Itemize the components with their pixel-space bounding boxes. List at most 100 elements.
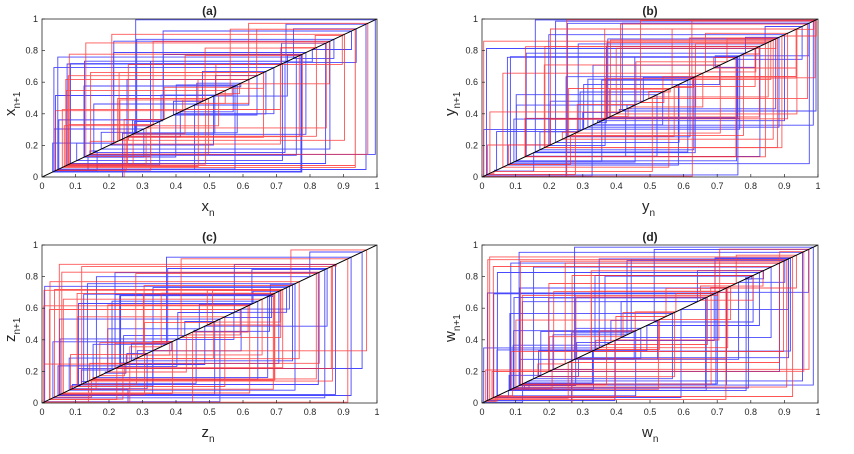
plot-area	[42, 245, 377, 403]
x-tick-label: 0.6	[677, 407, 690, 417]
x-axis-label-sub: n	[653, 434, 659, 445]
y-axis-label: zn+1	[2, 317, 23, 342]
x-tick-label: 0.7	[711, 407, 724, 417]
y-tick-label: 0	[473, 172, 478, 182]
diagonal-line	[42, 19, 377, 177]
plot-area	[42, 19, 377, 177]
x-tick-label: 0.4	[610, 407, 623, 417]
x-axis-label: yn	[642, 198, 655, 219]
y-axis-label: wn+1	[442, 314, 463, 343]
y-tick-label: 0	[33, 398, 38, 408]
y-axis-label: xn+1	[2, 91, 23, 116]
y-axis-label-sub: n+1	[12, 317, 23, 334]
y-tick-label: 0.2	[25, 140, 38, 150]
x-tick-label: 0.2	[543, 181, 556, 191]
y-tick-label: 0.8	[25, 272, 38, 282]
x-axis-label-sub: n	[209, 208, 215, 219]
x-tick-label: 1	[374, 181, 379, 191]
x-tick-label: 0.7	[270, 181, 283, 191]
x-tick-label: 0.4	[170, 407, 183, 417]
x-tick-label: 1	[815, 181, 820, 191]
x-tick-label: 0.5	[644, 407, 657, 417]
y-tick-label: 0	[33, 172, 38, 182]
x-tick-label: 0.9	[778, 407, 791, 417]
x-tick-label: 0	[39, 181, 44, 191]
diagonal-line	[42, 245, 377, 403]
y-tick-label: 0.8	[465, 272, 478, 282]
chart-title: (c)	[202, 230, 217, 244]
x-axis-label: zn	[202, 424, 215, 445]
x-tick-label: 0.9	[337, 407, 350, 417]
y-tick-label: 0.6	[465, 77, 478, 87]
y-tick-label: 1	[33, 240, 38, 250]
x-tick-label: 0	[479, 407, 484, 417]
x-tick-label: 0.6	[237, 181, 250, 191]
x-axis-label-sub: n	[650, 208, 656, 219]
y-tick-label: 0.6	[465, 303, 478, 313]
x-tick-label: 0.3	[136, 407, 149, 417]
x-tick-label: 0.6	[677, 181, 690, 191]
x-tick-label: 0.3	[577, 407, 590, 417]
y-tick-label: 0	[473, 398, 478, 408]
y-tick-label: 1	[473, 14, 478, 24]
x-tick-label: 0.4	[610, 181, 623, 191]
y-tick-label: 0.4	[465, 109, 478, 119]
y-tick-label: 1	[473, 240, 478, 250]
x-tick-label: 0.8	[745, 181, 758, 191]
y-axis-label-sub: n+1	[452, 314, 463, 331]
plot-area	[482, 19, 818, 177]
x-tick-label: 1	[374, 407, 379, 417]
y-tick-label: 0.8	[465, 46, 478, 56]
panel-c: 0 0.1 0.2 0.3 0.4 0.5 0.6 0.7 0.8 0.9 1 0 0.2 0.4 0.6 0…	[2, 230, 380, 445]
x-tick-label: 0.1	[69, 181, 82, 191]
plot-area	[482, 245, 818, 403]
y-tick-label: 1	[33, 14, 38, 24]
chart-title: (b)	[642, 4, 657, 18]
y-tick-label: 0.6	[25, 77, 38, 87]
x-tick-label: 0.2	[103, 407, 116, 417]
x-tick-label: 0.5	[203, 407, 216, 417]
x-tick-label: 0.5	[644, 181, 657, 191]
y-tick-label: 0.2	[465, 366, 478, 376]
x-tick-label: 0.1	[69, 407, 82, 417]
y-axis-label-sub: n+1	[12, 91, 23, 108]
y-tick-label: 0.8	[25, 46, 38, 56]
cobweb-blue-line	[52, 19, 376, 177]
x-tick-label: 0.9	[337, 181, 350, 191]
cobweb-red-line	[55, 22, 369, 177]
x-tick-label: 0.7	[270, 407, 283, 417]
x-tick-label: 0.2	[543, 407, 556, 417]
y-tick-label: 0.4	[465, 335, 478, 345]
y-axis-label-sub: n+1	[452, 91, 463, 108]
x-tick-label: 0.5	[203, 181, 216, 191]
x-tick-label: 0.3	[577, 181, 590, 191]
y-tick-label: 0.6	[25, 303, 38, 313]
x-tick-label: 0.8	[745, 407, 758, 417]
y-tick-label: 0.2	[465, 140, 478, 150]
x-tick-label: 0.8	[304, 407, 317, 417]
x-tick-label: 0.8	[304, 181, 317, 191]
x-tick-label: 0.1	[509, 181, 522, 191]
panel-b: 0 0.1 0.2 0.3 0.4 0.5 0.6 0.7 0.8 0.9 1 0 0.2 0.4 0.6 0…	[442, 4, 821, 219]
x-tick-label: 0	[479, 181, 484, 191]
x-tick-label: 0.6	[237, 407, 250, 417]
diagonal-line	[482, 19, 818, 177]
x-tick-label: 0.9	[778, 181, 791, 191]
y-tick-label: 0.4	[25, 335, 38, 345]
y-axis-label: yn+1	[442, 91, 463, 116]
x-tick-label: 0.2	[103, 181, 116, 191]
chart-title: (d)	[642, 230, 657, 244]
panel-d: 0 0.1 0.2 0.3 0.4 0.5 0.6 0.7 0.8 0.9 1 0 0.2 0.4 0.6 0…	[442, 230, 821, 445]
x-tick-label: 0.7	[711, 181, 724, 191]
x-tick-label: 0.4	[170, 181, 183, 191]
x-axis-label: wn	[641, 424, 658, 445]
x-tick-label: 0.3	[136, 181, 149, 191]
x-tick-label: 1	[815, 407, 820, 417]
diagonal-line	[482, 245, 818, 403]
x-axis-label: xn	[202, 198, 215, 219]
chart-title: (a)	[202, 4, 217, 18]
x-tick-label: 0.1	[509, 407, 522, 417]
x-axis-label-sub: n	[209, 434, 215, 445]
x-tick-label: 0	[39, 407, 44, 417]
y-tick-label: 0.2	[25, 366, 38, 376]
